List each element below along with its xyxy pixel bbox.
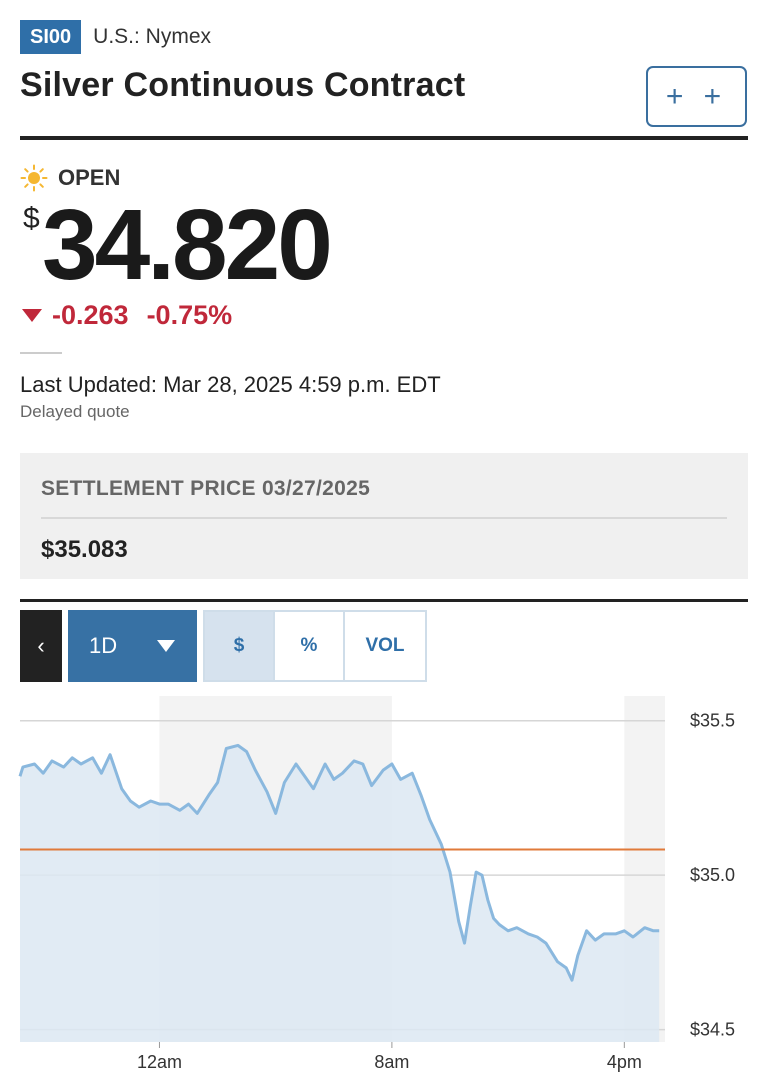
mode-percent-button[interactable]: % (275, 612, 345, 680)
y-tick-label: $35.0 (690, 865, 735, 885)
delayed-quote-note: Delayed quote (20, 402, 130, 421)
market-status: OPEN (20, 163, 120, 193)
x-tick-label: 8am (374, 1052, 409, 1072)
price-chart-svg: $35.5 $35.0 $34.5 12am 8am 4pm (18, 696, 735, 1072)
change-percent: -0.75% (146, 300, 233, 330)
mode-volume-button[interactable]: VOL (365, 635, 405, 656)
add-to-watchlist-button[interactable]: + + (646, 66, 747, 127)
caret-down-icon (157, 640, 175, 652)
price-line (18, 743, 660, 982)
last-price: 34.820 (42, 189, 333, 301)
price-area (20, 745, 660, 1042)
range-selector[interactable]: 1D (68, 610, 197, 682)
header-divider (20, 136, 748, 140)
settlement-label: SETTLEMENT PRICE 03/27/2025 (41, 477, 371, 500)
status-label: OPEN (58, 165, 121, 190)
settlement-value: $35.083 (41, 536, 128, 563)
x-tick-label: 12am (137, 1052, 182, 1072)
x-tick-label: 4pm (607, 1052, 642, 1072)
chart-mode-toggle: $ % VOL (203, 610, 427, 682)
exchange-label: U.S.: Nymex (93, 25, 212, 48)
settlement-panel: SETTLEMENT PRICE 03/27/2025 $35.083 (20, 453, 748, 579)
ticker-row: SI00 U.S.: Nymex (20, 20, 211, 54)
range-label: 1D (89, 633, 118, 658)
down-arrow-icon (22, 309, 42, 322)
chart-divider (20, 599, 748, 602)
chart-back-button[interactable]: ‹ (20, 610, 62, 682)
currency-symbol: $ (23, 202, 40, 235)
y-tick-label: $34.5 (690, 1020, 735, 1040)
divider (20, 352, 62, 354)
page-title: Silver Continuous Contract (20, 66, 466, 104)
sun-icon (20, 164, 48, 192)
last-updated: Last Updated: Mar 28, 2025 4:59 p.m. EDT (20, 372, 441, 397)
price-change: -0.263 -0.75% (20, 300, 232, 331)
mode-dollar-button[interactable]: $ (205, 612, 275, 680)
y-tick-label: $35.5 (690, 711, 735, 731)
change-value: -0.263 (52, 300, 129, 330)
ticker-badge[interactable]: SI00 (20, 20, 82, 54)
settlement-divider (41, 517, 727, 519)
price-chart[interactable]: $35.5 $35.0 $34.5 12am 8am 4pm (0, 686, 768, 1075)
